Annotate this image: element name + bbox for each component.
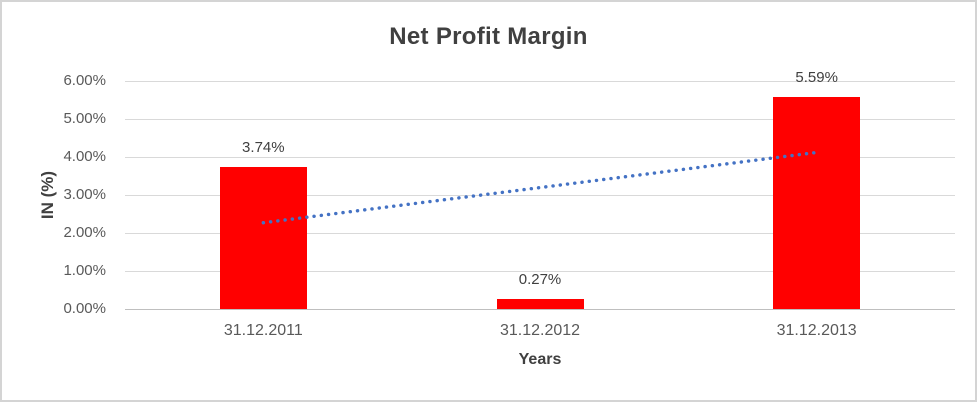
bar-data-label: 0.27% xyxy=(518,270,562,288)
gridline xyxy=(125,233,955,234)
bar-data-label: 5.59% xyxy=(795,68,838,86)
x-tick-label: 31.12.2012 xyxy=(499,322,581,339)
plot-area: 3.74% 0.27% 5.59% xyxy=(125,70,955,310)
y-tick-label: 4.00% xyxy=(63,148,106,165)
trendline-path xyxy=(261,150,819,225)
y-tick-label: 6.00% xyxy=(63,72,106,89)
gridline xyxy=(125,271,955,272)
gridline xyxy=(125,119,955,120)
bar xyxy=(496,298,584,309)
x-tick-label: 31.12.2011 xyxy=(223,322,303,339)
y-tick-label: 2.00% xyxy=(63,224,106,241)
bar xyxy=(773,96,861,309)
x-axis-title: Years xyxy=(518,351,562,368)
bar-data-label: 3.74% xyxy=(242,138,285,156)
y-tick-label: 0.00% xyxy=(63,300,106,317)
chart-title: Net Profit Margin xyxy=(389,23,588,50)
x-tick-label: 31.12.2013 xyxy=(776,322,857,339)
y-tick-label: 5.00% xyxy=(63,110,106,127)
gridline xyxy=(125,81,955,82)
y-tick-label: 3.00% xyxy=(63,186,106,203)
bar xyxy=(219,166,307,309)
y-tick-label: 1.00% xyxy=(63,262,106,279)
